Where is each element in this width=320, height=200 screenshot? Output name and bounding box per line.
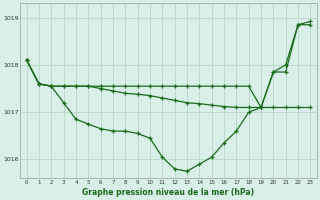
X-axis label: Graphe pression niveau de la mer (hPa): Graphe pression niveau de la mer (hPa) — [83, 188, 255, 197]
